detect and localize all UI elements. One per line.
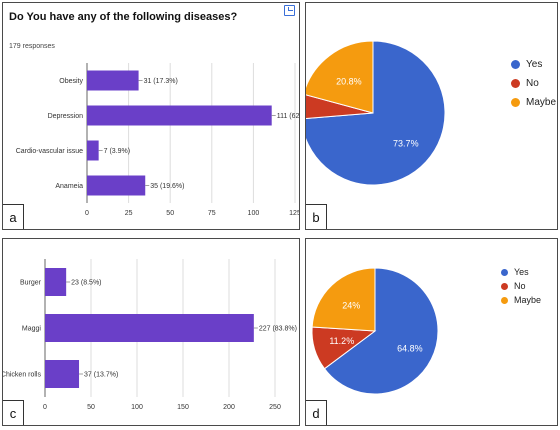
tick-label: 200: [223, 404, 235, 411]
legend-label: Maybe: [526, 97, 557, 108]
tick-label: 250: [269, 404, 281, 411]
pie-slice: [306, 94, 374, 119]
slice-label: 64.8%: [397, 344, 423, 354]
legend-item-maybe: Maybe: [501, 293, 541, 307]
tick-label: 75: [208, 210, 216, 217]
category-label: Cardio-vascular issue: [16, 148, 83, 155]
slice-label: 20.8%: [336, 77, 362, 87]
pie-slice: [306, 40, 446, 186]
legend-swatch: [511, 79, 520, 88]
bar: [45, 268, 67, 296]
legend-swatch: [511, 60, 520, 69]
panel-letter-c: c: [3, 400, 24, 425]
category-label: Maggi: [22, 326, 42, 333]
bar: [45, 314, 254, 342]
tick-label: 100: [131, 404, 143, 411]
legend-item-no: No: [501, 279, 541, 293]
bar: [45, 360, 80, 388]
legend-label: No: [526, 78, 539, 89]
bar-chart-c: 0 50 100 150 200 250 Burger 23 (8.5%) Maggi 227 (…: [3, 259, 297, 411]
pie-slice: [306, 40, 374, 114]
legend-label: Yes: [526, 59, 543, 70]
tick-label: 50: [87, 404, 95, 411]
data-label: 37 (13.7%): [84, 372, 118, 379]
legend-b: Yes No Maybe: [511, 55, 556, 112]
legend-swatch: [501, 268, 508, 276]
legend-label: No: [514, 281, 526, 291]
legend-swatch: [501, 282, 508, 290]
legend-swatch: [501, 296, 508, 304]
legend-swatch: [511, 98, 520, 107]
panel-letter-d: d: [306, 400, 327, 425]
tick-label: 0: [85, 210, 89, 217]
pie-chart-b: 73.7% 20.8%: [306, 40, 446, 186]
pie-slice: [311, 267, 376, 332]
data-label: 227 (83.8%): [259, 326, 297, 333]
tick-label: 25: [125, 210, 133, 217]
slice-label: 11.2%: [329, 336, 354, 346]
chart-title: Do You have any of the following disease…: [9, 11, 238, 23]
data-label: 23 (8.5%): [71, 280, 101, 287]
pie-slice: [323, 267, 439, 395]
category-label: Depression: [48, 113, 84, 120]
panel-letter-b: b: [306, 204, 327, 229]
tick-label: 0: [43, 404, 47, 411]
legend-item-maybe: Maybe: [511, 93, 556, 112]
edit-icon[interactable]: [284, 5, 295, 16]
legend-item-yes: Yes: [501, 265, 541, 279]
category-label: Obesity: [59, 78, 83, 85]
legend-d: Yes No Maybe: [501, 265, 541, 307]
data-label: 7 (3.9%): [104, 148, 130, 155]
category-label: Chicken rolls: [3, 372, 41, 379]
bar: [87, 175, 146, 196]
legend-item-yes: Yes: [511, 55, 556, 74]
tick-label: 150: [177, 404, 189, 411]
data-label: 35 (19.6%): [150, 183, 184, 190]
panel-a: Do You have any of the following disease…: [2, 2, 300, 230]
panel-letter-a: a: [3, 204, 24, 229]
slice-label: 73.7%: [393, 138, 419, 148]
pie-chart-d: 64.8% 11.2% 24%: [311, 267, 439, 395]
category-label: Anameia: [55, 183, 83, 190]
tick-label: 50: [166, 210, 174, 217]
legend-label: Yes: [514, 267, 529, 277]
panel-b: 73.7% 20.8% Yes No Maybe b: [305, 2, 558, 230]
bar: [87, 105, 272, 126]
data-label: 111 (62%): [277, 113, 300, 120]
category-label: Burger: [20, 280, 42, 287]
legend-label: Maybe: [514, 295, 542, 305]
panel-d: 64.8% 11.2% 24% Yes No Maybe d: [305, 238, 558, 426]
tick-label: 100: [248, 210, 260, 217]
bar-chart-a: 0 25 50 75 100 125 Obesity 31 (17.3%) Depression…: [16, 63, 300, 217]
data-label: 31 (17.3%): [144, 78, 178, 85]
tick-label: 125: [289, 210, 300, 217]
panel-c: 0 50 100 150 200 250 Burger 23 (8.5%) Maggi 227 (…: [2, 238, 300, 426]
bar: [87, 140, 99, 161]
bar: [87, 70, 139, 91]
chart-subtitle: 179 responses: [9, 43, 55, 50]
legend-item-no: No: [511, 74, 556, 93]
slice-label: 24%: [342, 301, 360, 311]
